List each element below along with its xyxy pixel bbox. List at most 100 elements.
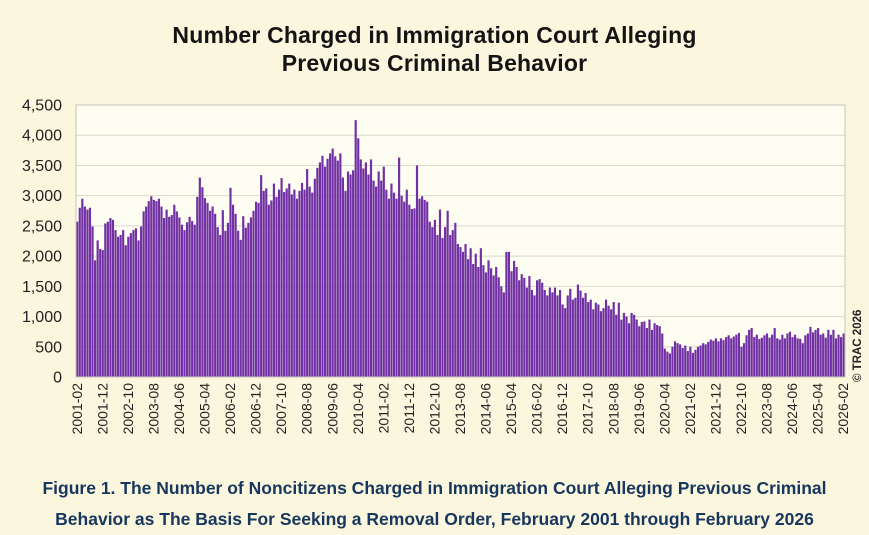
bar <box>620 319 623 377</box>
bar <box>375 186 378 377</box>
bar <box>704 344 707 377</box>
bar <box>290 194 293 377</box>
chart-title: Number Charged in Immigration Court Alle… <box>0 21 869 77</box>
bar <box>339 153 342 377</box>
bar <box>196 196 199 377</box>
bar <box>94 260 97 377</box>
bar <box>336 160 339 377</box>
bar <box>648 319 651 377</box>
bar <box>173 204 176 377</box>
bar <box>788 331 792 377</box>
bar <box>469 248 472 377</box>
y-tick-label: 0 <box>53 370 62 387</box>
bar <box>668 353 672 377</box>
bar <box>518 280 521 377</box>
x-tick-label: 2014-06 <box>478 383 494 435</box>
bar <box>768 337 771 377</box>
bar <box>270 200 273 377</box>
bar <box>459 247 462 377</box>
bar <box>249 217 253 377</box>
figure-caption: Figure 1. The Number of Noncitizens Char… <box>0 473 869 535</box>
bar <box>625 316 628 377</box>
bar <box>145 206 148 377</box>
bar <box>321 155 324 377</box>
bar <box>564 308 567 377</box>
bar <box>219 234 222 377</box>
x-tick-label: 2012-10 <box>427 383 443 435</box>
bar <box>755 334 758 377</box>
bar <box>487 260 490 377</box>
bar <box>495 266 498 377</box>
y-tick-label: 2,500 <box>22 218 62 235</box>
bar <box>691 352 694 377</box>
bar <box>638 326 641 377</box>
bar <box>229 187 232 377</box>
bar <box>753 337 756 377</box>
bar <box>658 326 661 377</box>
bar <box>676 343 679 377</box>
bar <box>809 326 812 377</box>
bar <box>822 333 825 377</box>
bar <box>441 237 444 377</box>
bar <box>653 323 656 377</box>
bar <box>645 328 649 377</box>
x-tick-label: 2018-08 <box>605 383 621 435</box>
bar <box>735 334 738 377</box>
bar <box>824 337 827 377</box>
bar <box>484 272 488 377</box>
x-tick-label: 2009-06 <box>324 383 340 435</box>
bar <box>661 333 664 377</box>
bar <box>794 334 797 377</box>
figure-caption-line-1: Figure 1. The Number of Noncitizens Char… <box>42 478 827 498</box>
bar <box>395 198 398 377</box>
bar <box>354 120 357 378</box>
bar <box>155 201 158 377</box>
bar <box>188 216 191 377</box>
bar <box>410 208 413 377</box>
x-tick-label: 2013-08 <box>452 383 468 435</box>
bar <box>311 192 314 377</box>
bar <box>811 332 815 377</box>
bar <box>344 190 347 377</box>
x-tick-label: 2024-06 <box>784 383 800 435</box>
bar <box>528 276 531 377</box>
bar <box>666 351 669 377</box>
bar <box>254 201 258 377</box>
bar <box>592 309 595 377</box>
bar <box>418 198 421 377</box>
bar <box>341 177 344 377</box>
bar <box>771 334 774 377</box>
x-tick-label: 2003-08 <box>145 383 161 435</box>
bar <box>101 250 104 377</box>
bar <box>829 334 832 377</box>
bar <box>607 305 610 377</box>
bar <box>745 335 748 377</box>
bar <box>834 338 838 377</box>
bar <box>467 259 470 377</box>
bars <box>76 120 845 378</box>
chart-title-line-2: Previous Criminal Behavior <box>281 50 588 76</box>
x-tick-label: 2008-08 <box>299 383 315 435</box>
x-tick-label: 2022-10 <box>733 383 749 435</box>
bar <box>323 166 327 377</box>
bar <box>134 228 138 377</box>
bar <box>385 189 388 377</box>
bar <box>129 233 132 377</box>
bar <box>165 209 168 377</box>
bar <box>382 166 385 377</box>
bar <box>783 338 786 377</box>
bar <box>306 169 309 377</box>
bar <box>119 234 122 377</box>
bar <box>78 207 81 377</box>
bar <box>681 347 684 377</box>
bar <box>106 221 109 377</box>
bar <box>737 332 740 377</box>
bar <box>160 206 163 377</box>
bar <box>791 337 794 377</box>
bar <box>203 198 207 377</box>
bar <box>127 236 130 377</box>
bar <box>832 329 835 377</box>
bar <box>538 279 541 377</box>
bar <box>656 325 659 377</box>
x-tick-label: 2011-12 <box>401 383 417 434</box>
